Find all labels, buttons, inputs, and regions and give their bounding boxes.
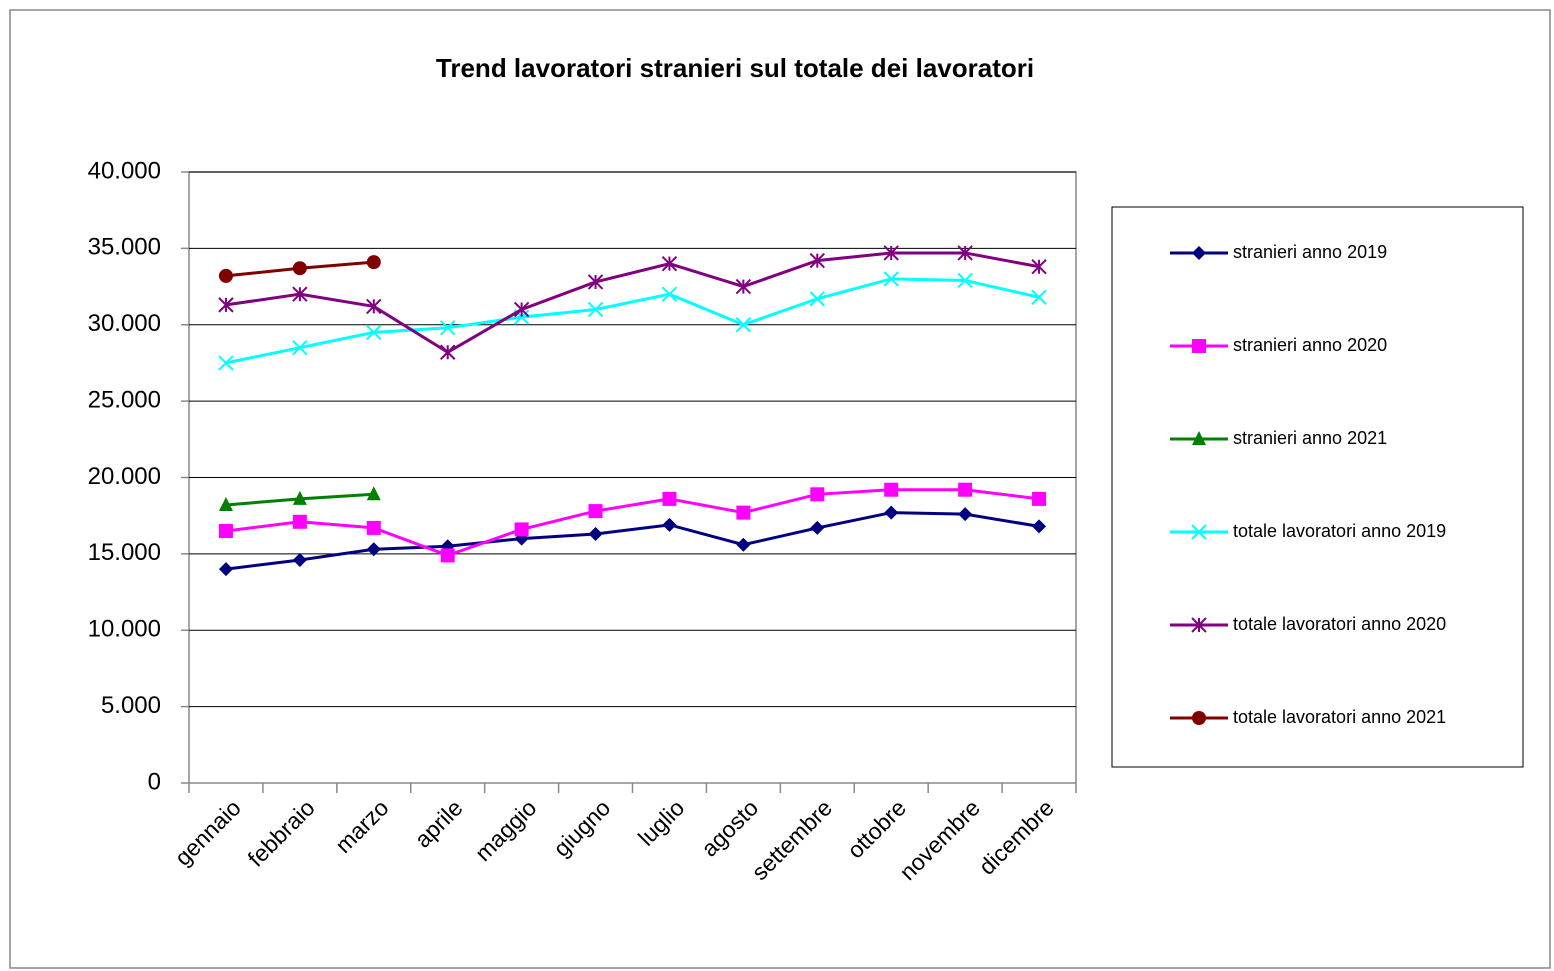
marker — [883, 245, 899, 261]
marker — [1031, 258, 1047, 275]
marker — [1192, 711, 1206, 725]
marker — [958, 482, 973, 497]
marker — [218, 562, 233, 577]
y-tick-label: 35.000 — [88, 234, 161, 261]
marker — [588, 504, 603, 519]
marker — [661, 286, 678, 302]
marker — [1191, 524, 1207, 540]
marker — [1192, 339, 1206, 353]
marker — [440, 320, 456, 336]
series-line — [225, 488, 1040, 557]
legend-label: totale lavoratori anno 2021 — [1233, 707, 1446, 727]
marker — [588, 527, 603, 542]
marker — [366, 255, 381, 270]
marker — [1032, 491, 1047, 506]
legend-box — [1111, 206, 1524, 768]
marker — [884, 505, 899, 520]
series-line — [225, 251, 1040, 354]
marker — [1192, 431, 1206, 445]
marker — [736, 537, 751, 552]
marker — [1032, 519, 1047, 534]
marker — [218, 297, 234, 313]
marker — [662, 491, 677, 506]
legend-label: stranieri anno 2019 — [1233, 242, 1387, 262]
marker — [292, 261, 307, 276]
y-tick-label: 20.000 — [88, 463, 161, 490]
y-tick-label: 40.000 — [88, 157, 161, 184]
marker — [735, 317, 752, 333]
marker — [292, 514, 307, 529]
marker — [366, 486, 381, 501]
marker — [218, 268, 233, 283]
marker — [366, 298, 382, 315]
legend-label: stranieri anno 2020 — [1233, 335, 1387, 355]
marker — [292, 490, 307, 505]
marker — [1031, 289, 1047, 305]
y-tick-label: 0 — [148, 768, 161, 795]
marker — [957, 272, 973, 289]
legend-label: totale lavoratori anno 2020 — [1233, 614, 1446, 634]
legend-label: stranieri anno 2021 — [1233, 428, 1387, 448]
marker — [513, 301, 530, 318]
marker — [514, 522, 529, 537]
marker — [661, 255, 678, 272]
marker — [587, 301, 604, 318]
marker — [587, 274, 604, 290]
marker — [809, 252, 825, 269]
marker — [1192, 246, 1206, 260]
marker — [810, 487, 825, 502]
marker — [809, 291, 825, 307]
marker — [292, 286, 308, 302]
marker — [440, 548, 455, 563]
marker — [884, 482, 899, 497]
marker — [366, 542, 381, 557]
y-tick-label: 25.000 — [88, 386, 161, 413]
y-tick-label: 10.000 — [88, 616, 161, 643]
chart-title: Trend lavoratori stranieri sul totale de… — [436, 53, 1034, 83]
series-line — [225, 511, 1040, 571]
legend-label: totale lavoratori anno 2019 — [1233, 521, 1446, 541]
marker — [735, 278, 752, 295]
marker — [958, 507, 973, 522]
y-tick-label: 30.000 — [88, 310, 161, 337]
y-tick-label: 5.000 — [101, 692, 161, 719]
marker — [810, 520, 825, 535]
marker — [218, 496, 233, 511]
marker — [957, 245, 973, 261]
marker — [1191, 617, 1207, 633]
marker — [292, 552, 307, 567]
marker — [366, 520, 381, 535]
marker — [218, 355, 234, 371]
marker — [366, 324, 382, 341]
marker — [736, 505, 751, 520]
marker — [218, 523, 233, 538]
marker — [883, 271, 899, 287]
y-tick-label: 15.000 — [88, 539, 161, 566]
series-line — [225, 277, 1040, 365]
marker — [662, 517, 677, 532]
marker — [440, 344, 456, 360]
marker — [292, 339, 308, 356]
